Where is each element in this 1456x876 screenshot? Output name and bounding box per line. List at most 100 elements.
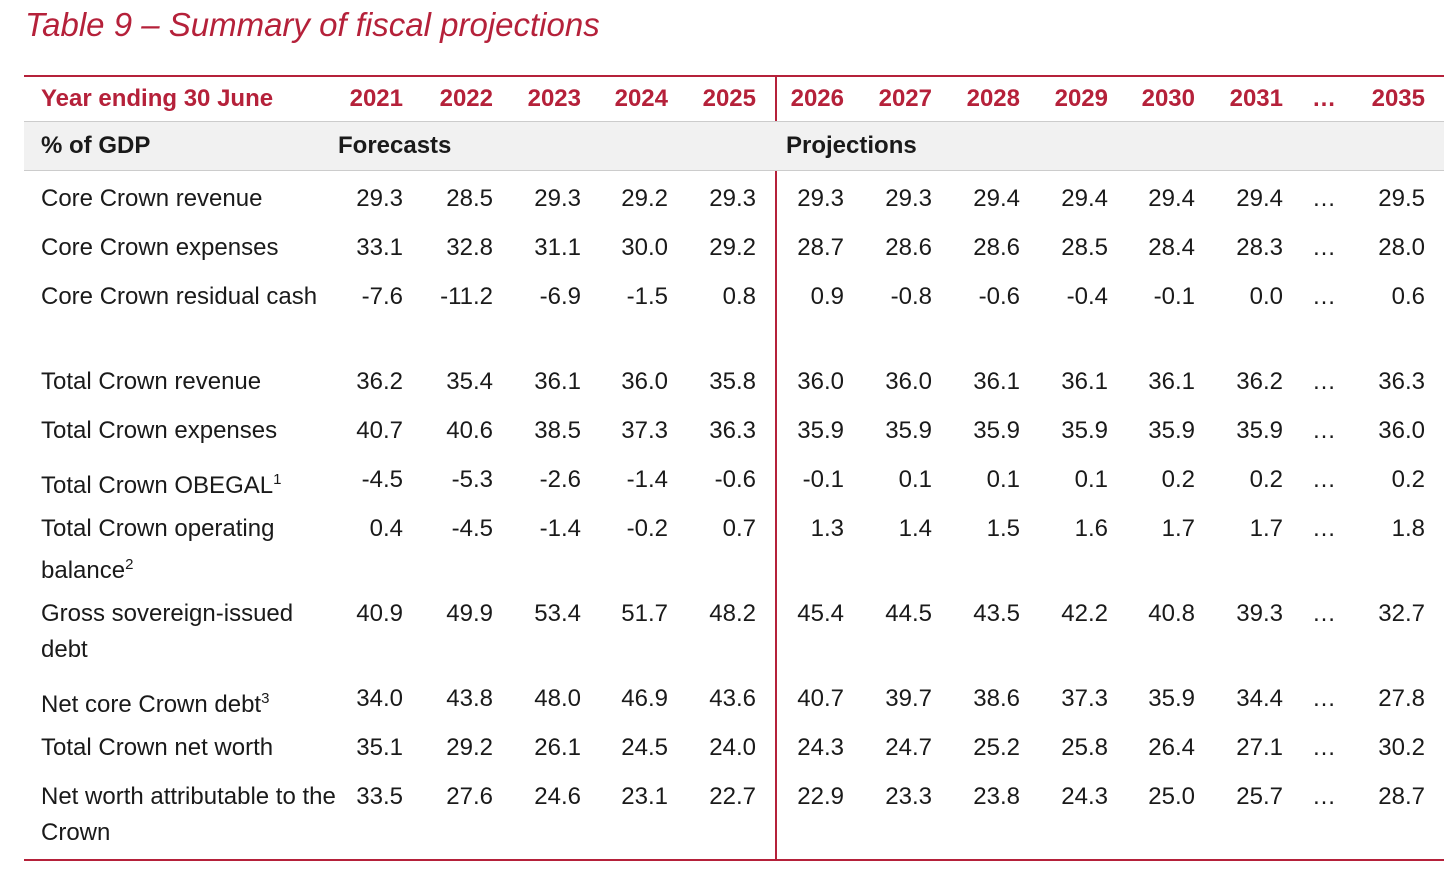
table-row: Net core Crown debt3 34.0 43.8 48.0 46.9 43.6… — [24, 676, 1444, 725]
value-cell: … — [1312, 368, 1336, 395]
value-cell: 34.4 — [1236, 685, 1283, 712]
value-cell: 45.4 — [797, 600, 844, 627]
value-cell: 24.0 — [709, 734, 756, 761]
value-cell: -6.9 — [539, 283, 581, 310]
value-cell: -0.8 — [890, 283, 932, 310]
value-cell: 1.7 — [1161, 515, 1195, 542]
value-cell: 1.6 — [1074, 515, 1108, 542]
value-cell: 29.5 — [1378, 185, 1425, 212]
value-cell: 1.8 — [1391, 515, 1425, 542]
row-label: Total Crown operating balance2 — [41, 511, 341, 589]
value-cell: 38.6 — [973, 685, 1020, 712]
value-cell: 1.7 — [1249, 515, 1283, 542]
value-cell: 33.5 — [356, 783, 403, 810]
value-cell: 40.9 — [356, 600, 403, 627]
value-cell: 40.6 — [446, 417, 493, 444]
unit-label: % of GDP — [41, 132, 151, 159]
year-2021: 2021 — [349, 85, 403, 112]
value-cell: 48.0 — [534, 685, 581, 712]
value-cell: 32.7 — [1378, 600, 1425, 627]
value-cell: 29.4 — [1148, 185, 1195, 212]
value-cell: 29.4 — [973, 185, 1020, 212]
footnote-marker: 1 — [273, 471, 282, 488]
value-cell: 29.3 — [709, 185, 756, 212]
value-cell: 36.1 — [534, 368, 581, 395]
value-cell: 0.0 — [1249, 283, 1283, 310]
value-cell: 42.2 — [1061, 600, 1108, 627]
value-cell: 29.4 — [1061, 185, 1108, 212]
table-row: Total Crown OBEGAL1 -4.5 -5.3 -2.6 -1.4 -0.6 -… — [24, 457, 1444, 506]
value-cell: 28.6 — [885, 234, 932, 261]
table-row: Gross sovereign-issued debt 40.9 49.9 53.4 5… — [24, 591, 1444, 676]
row-label-text: Net worth attributable to the Crown — [41, 783, 336, 846]
value-cell: -0.4 — [1066, 283, 1108, 310]
value-cell: 35.8 — [709, 368, 756, 395]
value-cell: 36.3 — [709, 417, 756, 444]
row-label: Core Crown residual cash — [41, 279, 341, 315]
value-cell: 36.1 — [1148, 368, 1195, 395]
value-cell: -0.1 — [802, 466, 844, 493]
value-cell: 28.4 — [1148, 234, 1195, 261]
fiscal-table: Year ending 30 June 2021 2022 2023 2024 … — [24, 75, 1444, 861]
table-row: Total Crown expenses 40.7 40.6 38.5 37.3 36.3… — [24, 408, 1444, 457]
row-label: Total Crown net worth — [41, 730, 341, 766]
value-cell: … — [1312, 783, 1336, 810]
value-cell: 36.3 — [1378, 368, 1425, 395]
value-cell: 22.9 — [797, 783, 844, 810]
value-cell: -1.4 — [539, 515, 581, 542]
value-cell: 23.3 — [885, 783, 932, 810]
value-cell: 39.7 — [885, 685, 932, 712]
value-cell: 29.3 — [797, 185, 844, 212]
value-cell: -0.1 — [1153, 283, 1195, 310]
year-ellipsis: … — [1312, 85, 1336, 112]
row-label-text: Total Crown net worth — [41, 734, 274, 761]
forecasts-label: Forecasts — [338, 132, 452, 159]
value-cell: 37.3 — [621, 417, 668, 444]
table-row: Core Crown revenue 29.3 28.5 29.3 29.2 29.3 29… — [24, 176, 1444, 225]
year-2027: 2027 — [878, 85, 932, 112]
year-2028: 2028 — [966, 85, 1020, 112]
year-2026: 2026 — [790, 85, 844, 112]
value-cell: 29.3 — [885, 185, 932, 212]
value-cell: 28.5 — [446, 185, 493, 212]
value-cell: 24.3 — [1061, 783, 1108, 810]
row-label-text: Core Crown revenue — [41, 185, 263, 212]
value-cell: 29.2 — [709, 234, 756, 261]
row-label: Core Crown expenses — [41, 230, 341, 266]
row-label: Total Crown expenses — [41, 413, 341, 449]
row-label-text: Total Crown operating balance — [41, 515, 275, 584]
value-cell: 48.2 — [709, 600, 756, 627]
value-cell: 36.0 — [621, 368, 668, 395]
year-2031: 2031 — [1229, 85, 1283, 112]
row-label-text: Net core Crown debt — [41, 691, 262, 718]
value-cell: 27.1 — [1236, 734, 1283, 761]
value-cell: … — [1312, 185, 1336, 212]
footnote-marker: 2 — [125, 556, 134, 573]
value-cell: … — [1312, 685, 1336, 712]
value-cell: -0.6 — [978, 283, 1020, 310]
row-label: Net worth attributable to the Crown — [41, 779, 341, 851]
value-cell: 28.3 — [1236, 234, 1283, 261]
value-cell: 1.3 — [810, 515, 844, 542]
value-cell: 44.5 — [885, 600, 932, 627]
value-cell: -2.6 — [539, 466, 581, 493]
row-label: Net core Crown debt3 — [41, 681, 341, 723]
value-cell: 24.3 — [797, 734, 844, 761]
value-cell: 35.9 — [885, 417, 932, 444]
value-cell: 35.4 — [446, 368, 493, 395]
value-cell: … — [1312, 466, 1336, 493]
value-cell: 37.3 — [1061, 685, 1108, 712]
value-cell: 0.1 — [1074, 466, 1108, 493]
year-2024: 2024 — [614, 85, 668, 112]
value-cell: 38.5 — [534, 417, 581, 444]
value-cell: 36.2 — [356, 368, 403, 395]
table-title: Table 9 – Summary of fiscal projections — [25, 6, 600, 43]
value-cell: 22.7 — [709, 783, 756, 810]
value-cell: … — [1312, 600, 1336, 627]
value-cell: 27.6 — [446, 783, 493, 810]
table-row: Core Crown expenses 33.1 32.8 31.1 30.0 29.2 2… — [24, 225, 1444, 274]
value-cell: 40.7 — [797, 685, 844, 712]
footnote-marker: 3 — [261, 690, 270, 707]
table-row: Total Crown net worth 35.1 29.2 26.1 24.5 24.… — [24, 725, 1444, 774]
row-label-text: Total Crown expenses — [41, 417, 278, 444]
